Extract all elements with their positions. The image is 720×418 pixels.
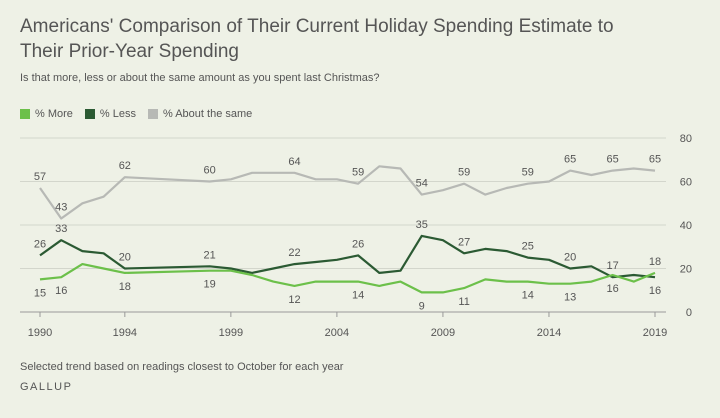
data-label: 35 — [416, 219, 428, 231]
legend-label-less: % Less — [99, 108, 136, 120]
data-label: 15 — [34, 287, 46, 299]
data-label: 62 — [119, 160, 131, 172]
data-label: 27 — [458, 236, 470, 248]
y-tick-label: 60 — [680, 177, 692, 189]
y-tick-label: 40 — [680, 220, 692, 232]
legend-swatch-less — [84, 109, 95, 119]
data-label: 18 — [119, 281, 131, 293]
y-tick-label: 20 — [680, 264, 692, 276]
x-tick-label: 2004 — [325, 327, 349, 339]
series-line-same — [39, 165, 656, 220]
legend: % More % Less % About the same — [20, 108, 252, 120]
data-label: 54 — [416, 178, 428, 190]
legend-item-less: % Less — [84, 108, 136, 120]
legend-item-same: % About the same — [147, 108, 253, 120]
x-tick-label: 2019 — [643, 327, 667, 339]
data-label: 14 — [352, 290, 364, 302]
x-tick-label: 2014 — [537, 327, 561, 339]
data-label: 59 — [458, 167, 470, 179]
series-line-more — [39, 263, 656, 294]
data-label: 9 — [419, 300, 425, 312]
data-label: 59 — [522, 167, 534, 179]
legend-item-more: % More — [20, 108, 73, 120]
data-label: 26 — [352, 238, 364, 250]
data-label: 11 — [458, 296, 469, 308]
legend-swatch-same — [147, 109, 158, 119]
data-label: 26 — [34, 238, 46, 250]
data-label: 57 — [34, 171, 46, 183]
chart-title: Americans' Comparison of Their Current H… — [20, 16, 614, 62]
x-tick-label: 2009 — [431, 327, 455, 339]
legend-swatch-more — [20, 109, 30, 119]
data-label: 16 — [606, 283, 618, 295]
legend-label-same: % About the same — [162, 108, 253, 120]
data-label: 19 — [204, 279, 216, 291]
series-line-less — [39, 234, 656, 279]
footnote: Selected trend based on readings closest… — [20, 361, 344, 373]
data-label: 13 — [564, 292, 576, 304]
legend-label-more: % More — [35, 108, 73, 120]
data-label: 33 — [55, 223, 67, 235]
data-label: 16 — [55, 285, 67, 297]
x-tick-label: 1990 — [28, 327, 52, 339]
data-label: 12 — [288, 294, 300, 306]
data-label: 17 — [606, 260, 618, 272]
data-label: 20 — [119, 252, 131, 264]
data-label: 25 — [522, 241, 534, 253]
data-label: 59 — [352, 167, 364, 179]
chart-subtitle: Is that more, less or about the same amo… — [20, 72, 380, 84]
y-tick-label: 0 — [686, 307, 692, 319]
data-label: 64 — [288, 156, 300, 168]
y-tick-label: 80 — [680, 133, 692, 145]
source-label: GALLUP — [20, 381, 73, 393]
data-label: 65 — [649, 154, 661, 166]
x-tick-label: 1994 — [113, 327, 137, 339]
data-label: 60 — [204, 165, 216, 177]
data-label: 21 — [204, 249, 216, 261]
data-label: 20 — [564, 252, 576, 264]
data-label: 65 — [606, 154, 618, 166]
x-tick-label: 1999 — [219, 327, 243, 339]
data-label: 65 — [564, 154, 576, 166]
data-label: 43 — [55, 201, 67, 213]
data-label: 16 — [649, 285, 661, 297]
data-label: 22 — [288, 247, 300, 259]
data-label: 14 — [522, 290, 534, 302]
data-label: 18 — [649, 256, 661, 268]
